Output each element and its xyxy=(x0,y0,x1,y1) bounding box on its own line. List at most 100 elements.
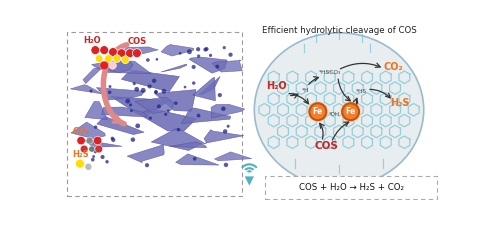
Circle shape xyxy=(157,104,161,108)
Circle shape xyxy=(193,157,196,161)
Circle shape xyxy=(174,101,178,105)
Polygon shape xyxy=(127,145,164,163)
Circle shape xyxy=(221,106,226,111)
Circle shape xyxy=(134,87,139,92)
Circle shape xyxy=(216,65,219,69)
Circle shape xyxy=(192,65,196,69)
Wedge shape xyxy=(244,167,254,171)
Text: COS: COS xyxy=(128,37,146,46)
Circle shape xyxy=(132,82,136,85)
Circle shape xyxy=(154,90,158,93)
Circle shape xyxy=(113,55,120,62)
Wedge shape xyxy=(247,170,252,173)
Circle shape xyxy=(226,125,230,128)
Circle shape xyxy=(136,124,140,128)
Polygon shape xyxy=(161,64,187,72)
Circle shape xyxy=(340,101,361,122)
FancyBboxPatch shape xyxy=(67,32,242,196)
Text: *H: *H xyxy=(302,88,310,93)
FancyBboxPatch shape xyxy=(266,176,437,200)
Circle shape xyxy=(223,129,228,134)
Circle shape xyxy=(126,49,134,58)
Text: *HS: *HS xyxy=(356,89,366,94)
Circle shape xyxy=(111,138,116,142)
Circle shape xyxy=(228,53,232,57)
Circle shape xyxy=(104,55,112,62)
Circle shape xyxy=(129,103,132,106)
Circle shape xyxy=(76,159,84,168)
Circle shape xyxy=(108,90,112,94)
Circle shape xyxy=(156,58,158,61)
Text: *OH: *OH xyxy=(328,112,340,117)
Polygon shape xyxy=(106,60,151,74)
Text: CO₂: CO₂ xyxy=(72,127,89,136)
Circle shape xyxy=(130,137,135,142)
Circle shape xyxy=(162,89,166,94)
Circle shape xyxy=(92,155,95,158)
Polygon shape xyxy=(135,97,174,114)
Circle shape xyxy=(146,58,150,62)
Text: CO₂: CO₂ xyxy=(383,62,403,72)
Circle shape xyxy=(152,79,156,83)
Circle shape xyxy=(106,160,109,164)
Circle shape xyxy=(218,93,222,97)
Circle shape xyxy=(197,54,200,58)
Circle shape xyxy=(86,137,93,144)
Circle shape xyxy=(85,163,92,170)
Circle shape xyxy=(89,146,95,152)
Circle shape xyxy=(96,55,103,62)
Polygon shape xyxy=(151,128,204,151)
Wedge shape xyxy=(241,163,258,169)
Polygon shape xyxy=(204,130,244,144)
Polygon shape xyxy=(192,77,216,101)
Polygon shape xyxy=(71,122,105,139)
Text: Fe: Fe xyxy=(312,107,323,116)
Circle shape xyxy=(94,136,102,145)
Polygon shape xyxy=(161,45,194,56)
Text: H₂O: H₂O xyxy=(83,36,100,45)
Polygon shape xyxy=(244,176,254,186)
Circle shape xyxy=(77,136,86,145)
Circle shape xyxy=(310,103,326,120)
Circle shape xyxy=(154,90,158,94)
Text: H₂O: H₂O xyxy=(266,81,286,91)
Circle shape xyxy=(91,46,100,54)
Polygon shape xyxy=(92,59,133,73)
Circle shape xyxy=(177,128,180,131)
Circle shape xyxy=(140,88,145,93)
Polygon shape xyxy=(102,107,148,117)
Circle shape xyxy=(114,51,117,54)
Polygon shape xyxy=(70,85,102,94)
Polygon shape xyxy=(138,109,196,131)
Circle shape xyxy=(196,47,200,51)
Circle shape xyxy=(92,140,96,144)
Circle shape xyxy=(108,85,112,88)
Circle shape xyxy=(100,46,108,54)
Polygon shape xyxy=(96,88,144,100)
Text: COS + H₂O → H₂S + CO₂: COS + H₂O → H₂S + CO₂ xyxy=(299,183,404,192)
Circle shape xyxy=(224,163,228,167)
Circle shape xyxy=(110,137,114,140)
Text: H₂S: H₂S xyxy=(72,150,89,159)
Polygon shape xyxy=(182,108,230,124)
Polygon shape xyxy=(122,70,180,92)
Polygon shape xyxy=(212,60,242,72)
Circle shape xyxy=(187,49,192,54)
Text: *HSCO₃: *HSCO₃ xyxy=(319,70,342,75)
Circle shape xyxy=(204,47,208,51)
Circle shape xyxy=(132,49,141,58)
Circle shape xyxy=(100,61,108,70)
Circle shape xyxy=(122,56,129,64)
Polygon shape xyxy=(170,142,206,148)
Polygon shape xyxy=(176,154,219,165)
Circle shape xyxy=(209,54,212,57)
Circle shape xyxy=(148,117,152,120)
Polygon shape xyxy=(84,140,122,147)
Circle shape xyxy=(100,155,104,159)
Circle shape xyxy=(148,84,152,88)
Text: Efficient hydrolytic cleavage of COS: Efficient hydrolytic cleavage of COS xyxy=(262,26,416,35)
Circle shape xyxy=(90,90,92,92)
Circle shape xyxy=(109,62,116,69)
Circle shape xyxy=(204,47,208,52)
Circle shape xyxy=(164,113,168,116)
